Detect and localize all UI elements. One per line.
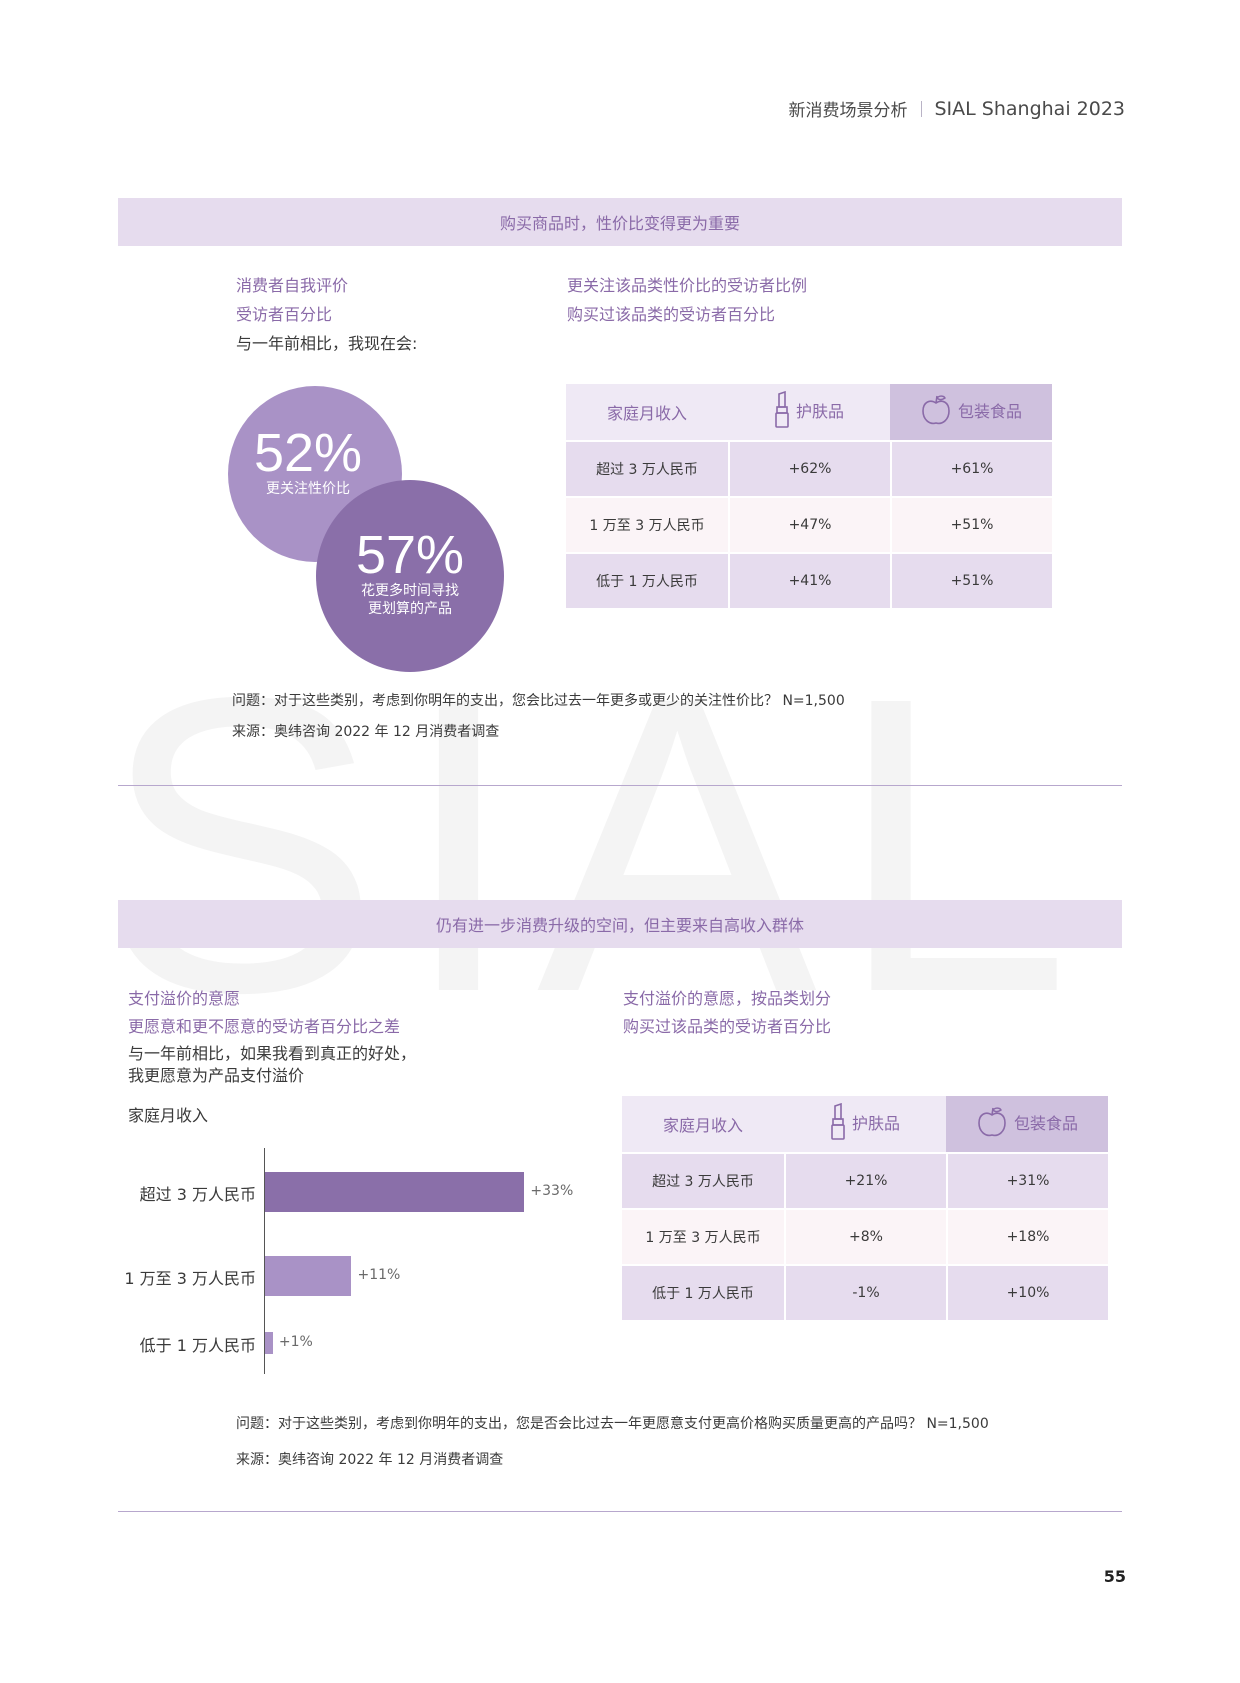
cell-food: +51% bbox=[890, 552, 1052, 608]
cell-income: 1 万至 3 万人民币 bbox=[566, 496, 728, 552]
section2-title: 仍有进一步消费升级的空间，但主要来自高收入群体 bbox=[435, 916, 804, 935]
cell-income: 1 万至 3 万人民币 bbox=[622, 1208, 784, 1264]
cell-food: +18% bbox=[946, 1208, 1108, 1264]
section2-title-band: 仍有进一步消费升级的空间，但主要来自高收入群体 bbox=[118, 900, 1122, 948]
section2-right-label: 支付溢价的意愿，按品类划分 购买过该品类的受访者百分比 bbox=[623, 985, 831, 1041]
cell-skincare: +41% bbox=[728, 552, 890, 608]
cell-income: 低于 1 万人民币 bbox=[622, 1264, 784, 1320]
section-divider bbox=[118, 1511, 1122, 1512]
label-line: 购买过该品类的受访者百分比 bbox=[623, 1017, 832, 1036]
bar bbox=[265, 1256, 352, 1296]
cell-food: +10% bbox=[946, 1264, 1108, 1320]
header-skincare: 护肤品 bbox=[728, 384, 890, 440]
section2-question: 问题：对于这些类别，考虑到你明年的支出，您是否会比过去一年更愿意支付更高价格购买… bbox=[236, 1416, 989, 1432]
bar-value-label: +11% bbox=[357, 1267, 401, 1283]
page-header: 新消费场景分析 SIAL Shanghai 2023 bbox=[788, 96, 1126, 122]
cell-skincare: +21% bbox=[784, 1152, 946, 1208]
header-food-label: 包装食品 bbox=[1013, 1114, 1078, 1133]
bubble-label: 花更多时间寻找 bbox=[361, 583, 459, 599]
section1-left-label: 消费者自我评价 受访者百分比 与一年前相比，我现在会: bbox=[236, 271, 417, 358]
sial-watermark: SIAL bbox=[110, 660, 1091, 1000]
label-line: 购买过该品类的受访者百分比 bbox=[567, 305, 776, 324]
section1-source: 来源：奥纬咨询 2022 年 12 月消费者调查 bbox=[232, 724, 500, 740]
header-skincare-label: 护肤品 bbox=[851, 1114, 900, 1133]
chart-axis bbox=[264, 1148, 265, 1374]
lipstick-icon bbox=[831, 1103, 845, 1140]
section-divider bbox=[118, 785, 1122, 786]
bar-value-label: +33% bbox=[530, 1183, 574, 1199]
table-row: 低于 1 万人民币 -1% +10% bbox=[622, 1264, 1108, 1320]
bar-category-label: 低于 1 万人民币 bbox=[139, 1336, 256, 1355]
watermark-text: SIAL bbox=[110, 660, 1091, 1000]
apple-icon bbox=[922, 395, 950, 425]
header-divider bbox=[920, 100, 922, 117]
bubble-percent: 57% bbox=[355, 525, 465, 585]
label-line: 与一年前相比，我现在会: bbox=[236, 334, 418, 353]
header-section: 新消费场景分析 bbox=[788, 101, 908, 121]
cell-skincare: +62% bbox=[728, 440, 890, 496]
header-food: 包装食品 bbox=[946, 1096, 1108, 1152]
header-brand: SIAL Shanghai 2023 bbox=[934, 97, 1126, 120]
lipstick-icon bbox=[775, 391, 789, 428]
label-line: 支付溢价的意愿，按品类划分 bbox=[623, 989, 832, 1008]
cell-income: 超过 3 万人民币 bbox=[622, 1152, 784, 1208]
bubble-percent: 52% bbox=[253, 423, 363, 483]
header-income: 家庭月收入 bbox=[566, 384, 728, 440]
table-row: 超过 3 万人民币 +62% +61% bbox=[566, 440, 1052, 496]
cell-skincare: +47% bbox=[728, 496, 890, 552]
section1-title: 购买商品时，性价比变得更为重要 bbox=[499, 214, 740, 233]
bar bbox=[265, 1332, 273, 1354]
bubble-label: 更关注性价比 bbox=[266, 481, 350, 497]
label-line: 与一年前相比，如果我看到真正的好处， bbox=[128, 1044, 417, 1063]
table-row: 低于 1 万人民币 +41% +51% bbox=[566, 552, 1052, 608]
bar-category-label: 1 万至 3 万人民币 bbox=[124, 1269, 256, 1288]
label-line: 我更愿意为产品支付溢价 bbox=[128, 1066, 305, 1085]
table-header-row: 家庭月收入 护肤品 包装食品 bbox=[566, 384, 1052, 440]
label-line: 更关注该品类性价比的受访者比例 bbox=[567, 276, 808, 295]
section1-title-band: 购买商品时，性价比变得更为重要 bbox=[118, 198, 1122, 246]
section2-table: 家庭月收入 护肤品 包装食品 超过 3 万人民币 bbox=[622, 1096, 1108, 1320]
section1-right-label: 更关注该品类性价比的受访者比例 购买过该品类的受访者百分比 bbox=[567, 271, 807, 329]
bar-category-label: 超过 3 万人民币 bbox=[139, 1185, 256, 1204]
cell-food: +61% bbox=[890, 440, 1052, 496]
bubble-52: 52% 更关注性价比 bbox=[228, 386, 402, 562]
bubble-label: 更划算的产品 bbox=[368, 601, 452, 617]
cell-food: +31% bbox=[946, 1152, 1108, 1208]
chart-title: 家庭月收入 bbox=[128, 1106, 209, 1125]
cell-skincare: -1% bbox=[784, 1264, 946, 1320]
table-row: 1 万至 3 万人民币 +47% +51% bbox=[566, 496, 1052, 552]
table-header-row: 家庭月收入 护肤品 包装食品 bbox=[622, 1096, 1108, 1152]
page-number: 55 bbox=[1103, 1567, 1126, 1586]
cell-income: 低于 1 万人民币 bbox=[566, 552, 728, 608]
premium-bar-chart: 超过 3 万人民币 +33% 1 万至 3 万人民币 +11% 低于 1 万人民币 +1% bbox=[118, 1148, 578, 1386]
section1-question: 问题：对于这些类别，考虑到你明年的支出，您会比过去一年更多或更少的关注性价比？ … bbox=[232, 693, 845, 709]
header-skincare: 护肤品 bbox=[784, 1096, 946, 1152]
bar bbox=[265, 1172, 525, 1212]
label-line: 更愿意和更不愿意的受访者百分比之差 bbox=[128, 1017, 401, 1036]
table-row: 超过 3 万人民币 +21% +31% bbox=[622, 1152, 1108, 1208]
cell-skincare: +8% bbox=[784, 1208, 946, 1264]
apple-icon bbox=[978, 1107, 1006, 1137]
header-skincare-label: 护肤品 bbox=[795, 402, 844, 421]
bubble-57: 57% 花更多时间寻找 更划算的产品 bbox=[316, 480, 504, 672]
section2-source: 来源：奥纬咨询 2022 年 12 月消费者调查 bbox=[236, 1452, 504, 1468]
header-food-label: 包装食品 bbox=[957, 402, 1022, 421]
cell-food: +51% bbox=[890, 496, 1052, 552]
header-food: 包装食品 bbox=[890, 384, 1052, 440]
label-line: 消费者自我评价 bbox=[236, 276, 349, 295]
section2-left-label: 支付溢价的意愿 更愿意和更不愿意的受访者百分比之差 与一年前相比，如果我看到真正… bbox=[128, 985, 416, 1087]
cell-income: 超过 3 万人民币 bbox=[566, 440, 728, 496]
table-row: 1 万至 3 万人民币 +8% +18% bbox=[622, 1208, 1108, 1264]
label-line: 受访者百分比 bbox=[236, 305, 333, 324]
header-income: 家庭月收入 bbox=[622, 1096, 784, 1152]
bar-value-label: +1% bbox=[278, 1334, 313, 1350]
label-line: 支付溢价的意愿 bbox=[128, 989, 241, 1008]
section1-table: 家庭月收入 护肤品 包装食品 超过 3 万人民币 bbox=[566, 384, 1052, 608]
